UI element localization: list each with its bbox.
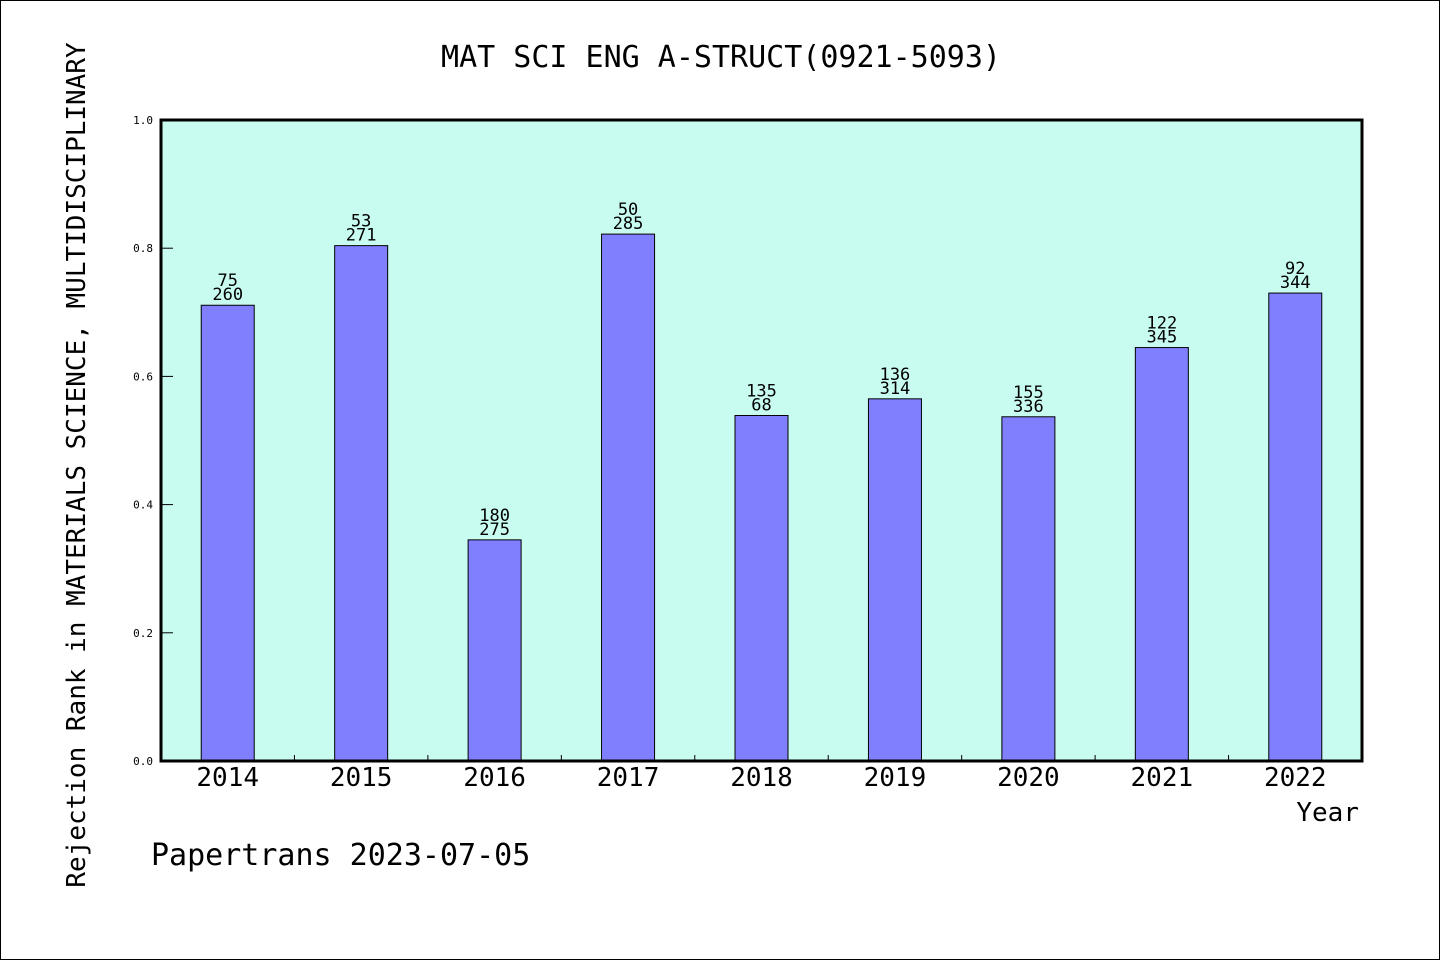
bar-label-top: 136 xyxy=(880,365,911,385)
bar-label-top: 50 xyxy=(618,200,638,220)
y-tick-label: 1.0 xyxy=(133,114,153,127)
bar-label-bottom: 344 xyxy=(1280,273,1311,293)
bar-series xyxy=(200,233,1323,762)
bar xyxy=(867,398,922,762)
bar xyxy=(200,304,255,762)
x-tick-label: 2021 xyxy=(1131,763,1194,793)
y-tick-label: 0.8 xyxy=(133,242,153,255)
bar-label-bottom: 260 xyxy=(212,285,243,305)
bar-label-top: 155 xyxy=(1013,383,1044,403)
y-axis-label: Rejection Rank in MATERIALS SCIENCE, MUL… xyxy=(62,42,92,888)
bar-label-bottom: 275 xyxy=(479,520,510,540)
x-tick-label: 2019 xyxy=(864,763,927,793)
bar xyxy=(1001,416,1056,762)
y-tick-label: 0.2 xyxy=(133,627,153,640)
x-tick-label: 2020 xyxy=(997,763,1060,793)
bar-label-top: 122 xyxy=(1146,314,1177,334)
x-tick-label: 2022 xyxy=(1264,763,1327,793)
y-axis-ticks: 0.0 0.2 0.4 0.6 0.8 1.0 xyxy=(133,114,173,768)
plot-frame xyxy=(159,118,1364,763)
y-tick-label: 0.6 xyxy=(133,370,153,383)
bar-label-top: 92 xyxy=(1285,259,1305,279)
bar-label-top: 75 xyxy=(217,271,237,291)
bar-label-top: 53 xyxy=(351,212,371,232)
x-axis-label: Year xyxy=(1296,798,1359,828)
x-tick-label: 2014 xyxy=(196,763,259,793)
bar-label-bottom: 345 xyxy=(1146,328,1177,348)
chart-title: MAT SCI ENG A-STRUCT(0921-5093) xyxy=(441,40,1001,75)
bar xyxy=(1134,347,1189,762)
bar-label-top: 135 xyxy=(746,382,777,402)
footer-credit: Papertrans 2023-07-05 xyxy=(151,838,530,873)
y-tick-label: 0.4 xyxy=(133,499,153,512)
x-tick-label: 2017 xyxy=(597,763,660,793)
bar xyxy=(734,415,789,762)
bar-label-bottom: 68 xyxy=(751,396,771,416)
bar-label-top: 180 xyxy=(479,506,510,526)
bar xyxy=(334,245,389,762)
bar-label-bottom: 314 xyxy=(880,379,911,399)
bar-label-bottom: 271 xyxy=(346,226,377,246)
x-tick-label: 2016 xyxy=(463,763,526,793)
x-axis-ticks: 2014 2015 2016 2017 2018 2019 2020 2021 2022 xyxy=(196,755,1327,793)
bar-label-bottom: 285 xyxy=(613,214,644,234)
x-tick-label: 2015 xyxy=(330,763,393,793)
y-tick-label: 0.0 xyxy=(133,755,153,768)
bar xyxy=(601,233,656,762)
bar xyxy=(1268,292,1323,762)
bar xyxy=(467,539,522,762)
x-tick-label: 2018 xyxy=(730,763,793,793)
bar-label-bottom: 336 xyxy=(1013,397,1044,417)
